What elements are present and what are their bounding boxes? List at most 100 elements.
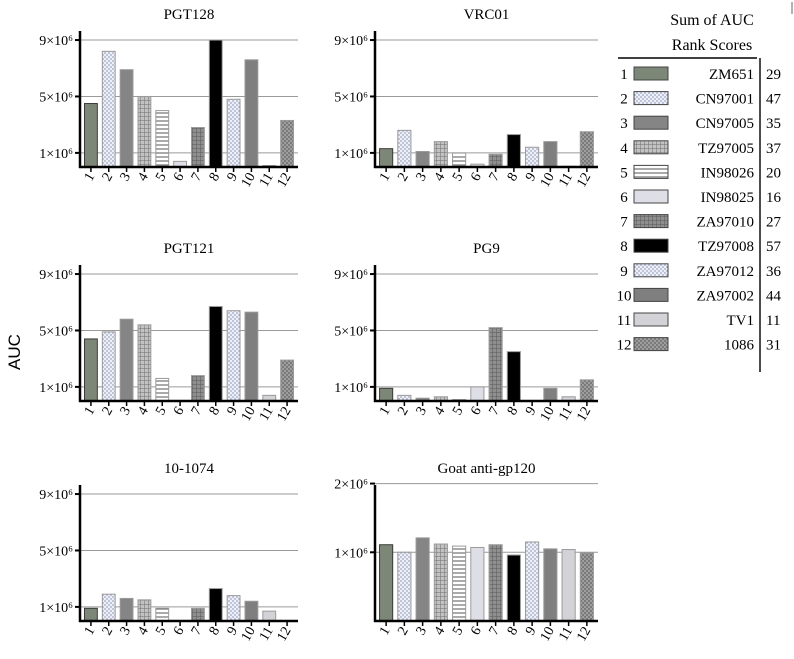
chart-title: Goat anti-gp120 <box>438 461 536 477</box>
chart-title: PG9 <box>473 241 500 257</box>
legend-item: 1 ZM651 29 <box>620 66 781 83</box>
x-tick-label: 2 <box>100 405 116 419</box>
x-tick-label: 7 <box>189 625 205 639</box>
bar-10 <box>244 600 259 622</box>
chart-title: 10-1074 <box>164 461 214 477</box>
bar-2 <box>397 551 412 622</box>
bar-7 <box>488 544 503 622</box>
legend-item: 5 IN98026 20 <box>620 164 781 181</box>
bar-2 <box>397 129 412 168</box>
legend-title-line1: Sum of AUC <box>670 12 754 29</box>
y-tick-label: 9×10⁶ <box>39 34 73 49</box>
x-tick-label: 4 <box>432 171 448 185</box>
legend-swatch <box>633 189 669 204</box>
legend-item-number: 12 <box>617 338 632 354</box>
legend-item-name: ZA97012 <box>697 264 755 280</box>
x-tick-label: 10 <box>538 625 558 645</box>
legend-item-name: IN98025 <box>701 190 754 206</box>
x-tick-label: 2 <box>100 171 116 185</box>
legend-item: 2 CN97001 47 <box>620 91 782 108</box>
bar-2 <box>101 50 116 168</box>
x-tick-label: 7 <box>487 405 503 419</box>
bar-12 <box>579 552 594 622</box>
x-tick-label: 12 <box>574 625 594 645</box>
x-tick-label: 1 <box>82 405 98 419</box>
x-tick-label: 7 <box>487 171 503 185</box>
bar-1 <box>83 338 98 402</box>
x-tick-label: 11 <box>257 625 277 644</box>
legend-item-name: CN97005 <box>696 116 754 132</box>
legend-item-score: 36 <box>766 264 782 280</box>
y-tick-label: 1×10⁶ <box>334 546 368 561</box>
chart-title: VRC01 <box>464 7 510 23</box>
x-tick-label: 11 <box>257 171 277 190</box>
chart-title: PGT121 <box>164 241 215 257</box>
x-tick-label: 4 <box>432 625 448 639</box>
bar-4 <box>433 543 448 622</box>
x-tick-label: 6 <box>468 625 484 639</box>
legend-swatch <box>633 66 669 81</box>
x-tick-label: 6 <box>468 171 484 185</box>
x-tick-label: 12 <box>275 171 295 191</box>
legend-item-score: 31 <box>766 338 781 354</box>
x-tick-label: 5 <box>450 625 466 639</box>
legend-item: 11 TV1 11 <box>617 312 780 329</box>
legend-item-score: 20 <box>766 165 781 181</box>
bar-8 <box>208 39 223 168</box>
legend-item-number: 4 <box>620 141 628 157</box>
legend-item-score: 11 <box>766 313 780 329</box>
legend-item: 7 ZA97010 27 <box>620 214 782 231</box>
x-tick-label: 4 <box>135 171 151 185</box>
legend-item-number: 1 <box>620 67 628 83</box>
legend-item-name: ZA97010 <box>697 215 755 231</box>
bar-10 <box>244 311 259 402</box>
bar-7 <box>190 607 205 622</box>
x-tick-label: 10 <box>538 405 558 425</box>
x-tick-label: 5 <box>450 405 466 419</box>
legend-item-name: TZ97008 <box>698 239 754 255</box>
x-tick-label: 12 <box>574 405 594 425</box>
bar-5 <box>452 545 467 622</box>
y-tick-label: 1×10⁶ <box>39 147 73 162</box>
bar-10 <box>543 548 558 622</box>
x-tick-label: 4 <box>135 625 151 639</box>
x-tick-label: 12 <box>275 405 295 425</box>
legend-item: 4 TZ97005 37 <box>620 140 782 157</box>
legend-item-number: 7 <box>620 215 628 231</box>
x-tick-label: 10 <box>239 405 259 425</box>
legend-swatch <box>633 238 669 253</box>
bar-12 <box>280 359 295 402</box>
y-axis-label: AUC <box>5 334 24 370</box>
x-tick-label: 8 <box>505 405 521 419</box>
x-tick-label: 6 <box>171 171 187 185</box>
x-tick-label: 8 <box>505 171 521 185</box>
x-tick-label: 3 <box>118 405 134 419</box>
legend-swatch <box>633 91 669 106</box>
bar-9 <box>226 98 241 168</box>
bar-1 <box>379 544 394 622</box>
x-tick-label: 11 <box>556 171 576 190</box>
legend-title-line2: Rank Scores <box>672 37 752 54</box>
legend-item: 8 TZ97008 57 <box>620 238 782 255</box>
legend: Sum of AUC Rank Scores 1 ZM651 29 2 CN97001 4… <box>617 2 793 372</box>
bar-5 <box>155 377 170 402</box>
x-tick-label: 5 <box>153 171 169 185</box>
x-tick-label: 12 <box>275 625 295 645</box>
legend-item: 9 ZA97012 36 <box>620 263 782 280</box>
x-tick-label: 3 <box>118 625 134 639</box>
bar-8 <box>506 134 521 168</box>
legend-item-number: 9 <box>620 264 628 280</box>
legend-item-name: 1086 <box>724 338 755 354</box>
x-tick-label: 12 <box>574 171 594 191</box>
bar-11 <box>561 549 576 622</box>
legend-swatch <box>633 214 669 229</box>
y-tick-label: 5×10⁶ <box>39 324 73 339</box>
y-tick-label: 1×10⁶ <box>334 381 368 396</box>
legend-swatch <box>633 287 669 302</box>
legend-item-number: 10 <box>617 288 632 304</box>
legend-item: 10 ZA97002 44 <box>617 287 782 304</box>
